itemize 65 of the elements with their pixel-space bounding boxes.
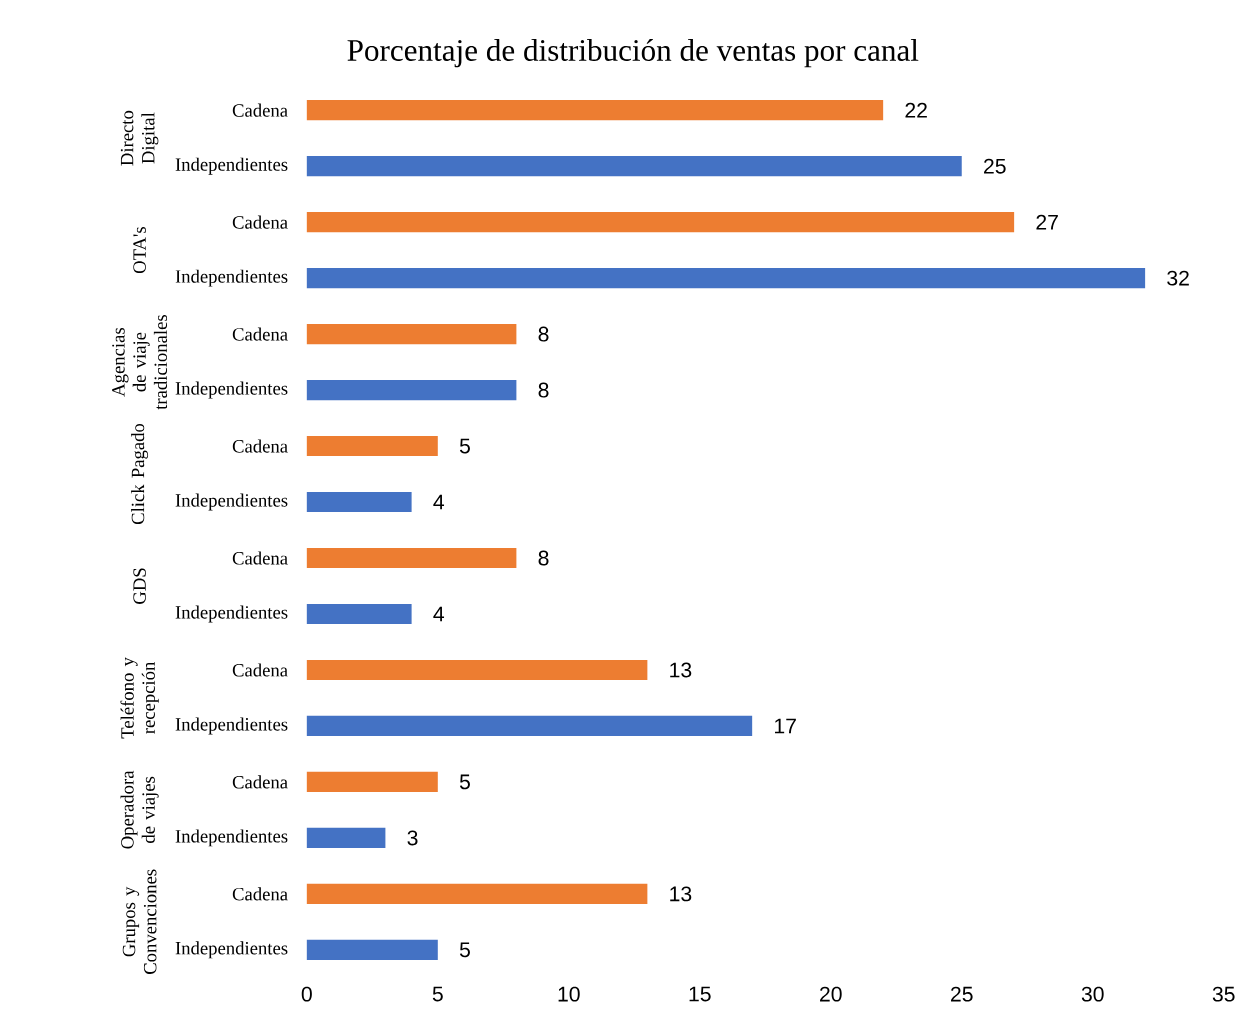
text: Operadora de viajes [120, 770, 159, 849]
bar [306, 883, 648, 904]
data-label: 4 [433, 494, 445, 510]
bar [306, 268, 1146, 289]
y-tick-label: Cadena [232, 439, 288, 453]
bar [306, 659, 648, 681]
text: Directo Digital [120, 110, 159, 166]
data-label: 32 [1167, 270, 1189, 286]
data-label: 5 [459, 942, 470, 958]
text: Teléfono y recepción [120, 657, 159, 739]
bar [306, 436, 438, 457]
x-tick-label: 0 [301, 986, 312, 1002]
text: Agencias de viaje tradicionales [112, 315, 168, 410]
x-tick-label: 15 [689, 986, 711, 1002]
y-tick-label: Cadena [232, 887, 288, 901]
data-label: 25 [984, 158, 1006, 174]
data-label: 8 [538, 382, 549, 398]
data-label: 22 [905, 102, 927, 118]
text: OTA's [133, 227, 146, 274]
bar [306, 324, 517, 345]
data-label: 5 [459, 438, 470, 454]
text: GDS [133, 568, 146, 604]
y-tick-label: Independientes [175, 493, 288, 511]
text: Click Pagado [131, 423, 149, 525]
bar [306, 827, 386, 848]
data-label: 4 [433, 606, 445, 622]
data-label: 13 [670, 886, 692, 902]
bar [306, 547, 517, 569]
y-tick-label: Cadena [232, 327, 288, 341]
data-label: 5 [459, 774, 470, 790]
y-tick-label: Independientes [175, 829, 288, 847]
data-label: 27 [1036, 214, 1058, 230]
data-label: 8 [538, 550, 549, 566]
data-label: 17 [775, 718, 796, 734]
x-tick-label: 35 [1212, 986, 1235, 1002]
data-label: 3 [407, 830, 418, 846]
bar [306, 715, 753, 737]
y-tick-label: Independientes [175, 157, 288, 175]
x-tick-label: 5 [432, 986, 443, 1002]
bar [306, 100, 884, 121]
bar [306, 380, 517, 401]
bar [306, 939, 438, 960]
bar [306, 603, 412, 625]
x-tick-label: 25 [951, 986, 973, 1002]
bar [306, 212, 1015, 233]
y-tick-label: Cadena [232, 551, 288, 565]
chart-title: Porcentaje de distribución de ventas por canal [347, 39, 919, 68]
y-tick-label: Independientes [175, 941, 288, 959]
text: Grupos y Convenciones [122, 869, 157, 975]
y-tick-label: Independientes [175, 381, 288, 399]
bar [306, 156, 962, 177]
y-tick-label: Independientes [175, 605, 288, 623]
bar [306, 491, 412, 513]
data-label: 8 [538, 326, 549, 342]
x-tick-label: 30 [1081, 986, 1104, 1002]
y-tick-label: Independientes [175, 717, 288, 735]
y-tick-label: Cadena [232, 663, 288, 677]
x-tick-label: 10 [558, 986, 580, 1002]
bar [306, 771, 438, 793]
y-tick-label: Cadena [232, 775, 288, 789]
y-tick-label: Cadena [232, 215, 288, 229]
y-tick-label: Cadena [232, 103, 288, 117]
x-tick-label: 20 [820, 986, 842, 1002]
data-label: 13 [670, 662, 692, 678]
y-tick-label: Independientes [175, 269, 288, 287]
